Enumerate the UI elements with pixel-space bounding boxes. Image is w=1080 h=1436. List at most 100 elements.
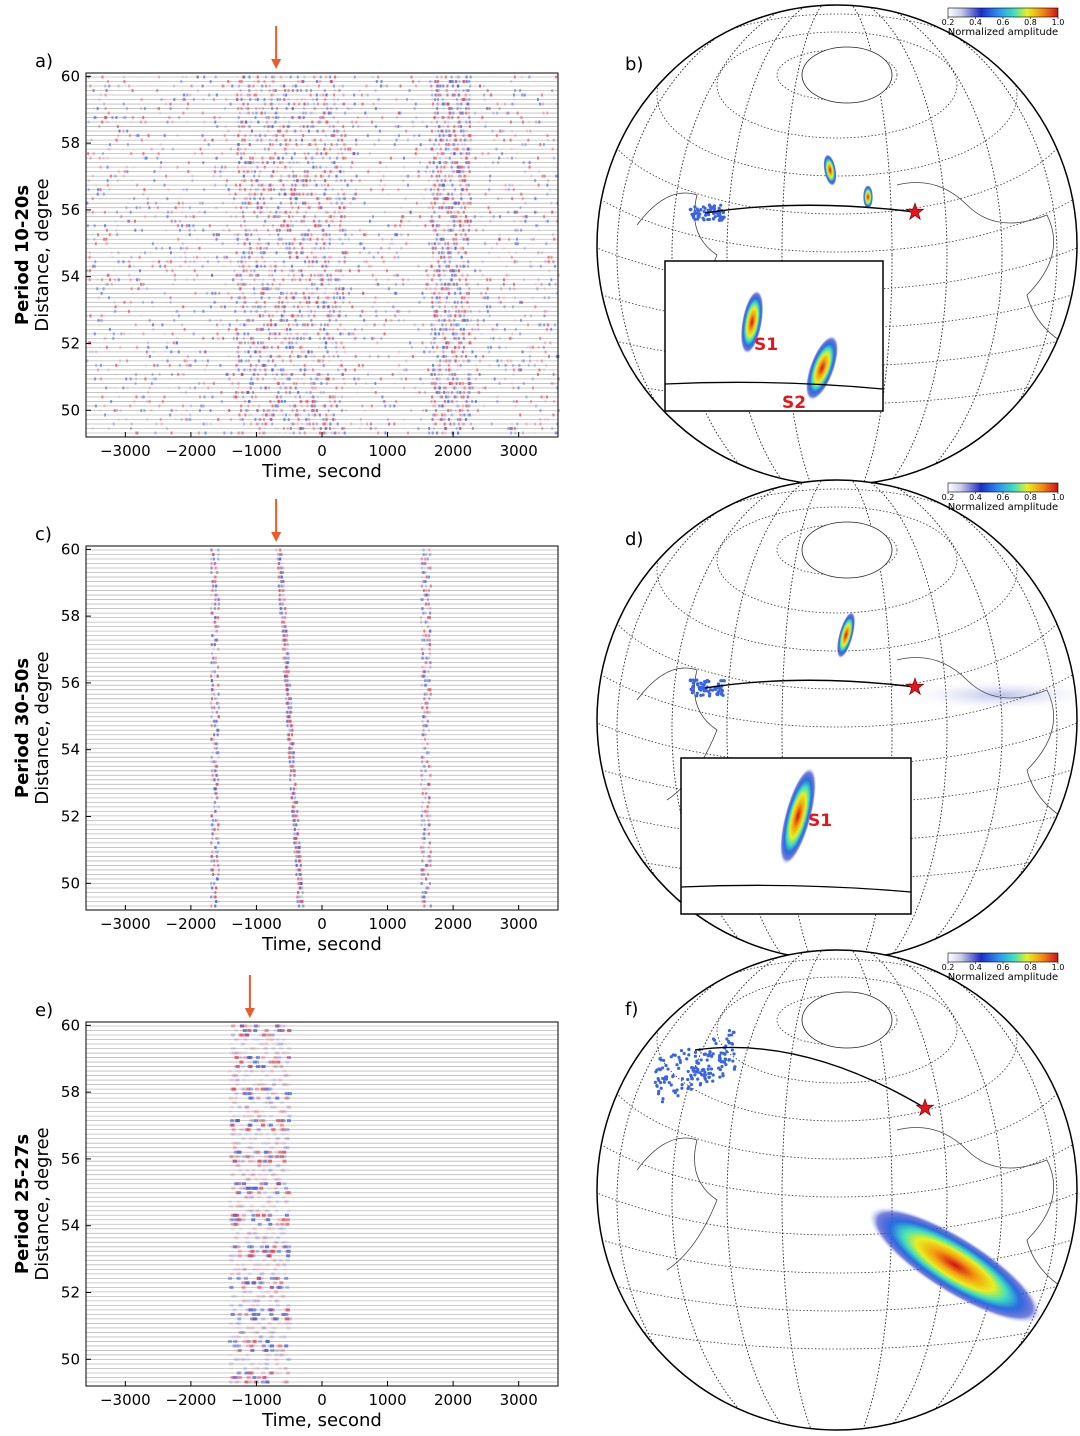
trace-texture — [332, 107, 334, 110]
trace-texture — [524, 247, 526, 250]
trace-texture — [446, 373, 448, 376]
trace-texture — [278, 391, 280, 394]
trace-texture — [545, 422, 547, 425]
trace-texture — [293, 112, 295, 115]
trace-texture — [450, 143, 452, 146]
trace-texture — [198, 432, 200, 435]
trace-texture — [470, 197, 472, 200]
trace-texture — [343, 296, 345, 299]
trace-texture — [252, 319, 254, 322]
trace-texture — [197, 89, 199, 92]
trace-texture — [301, 220, 303, 223]
trace-texture — [237, 260, 239, 263]
trace-texture — [328, 409, 330, 412]
trace-texture — [289, 139, 291, 142]
trace-texture — [316, 422, 318, 425]
trace-texture — [258, 175, 260, 178]
trace-texture — [430, 287, 432, 290]
trace-texture — [322, 418, 324, 421]
trace-texture — [324, 260, 326, 263]
trace-texture — [443, 188, 445, 191]
trace-texture — [289, 224, 291, 227]
trace-texture — [293, 382, 295, 385]
trace-texture — [309, 278, 311, 281]
trace-texture — [458, 229, 460, 232]
trace-texture — [318, 202, 320, 205]
trace-texture — [334, 143, 336, 146]
trace-texture — [432, 251, 434, 254]
trace-texture — [465, 80, 467, 83]
trace-texture — [462, 404, 464, 407]
trace-texture — [304, 202, 306, 205]
trace-texture — [240, 89, 242, 92]
trace-texture — [467, 409, 469, 412]
trace-texture — [240, 404, 242, 407]
trace-texture — [326, 121, 328, 124]
trace-texture — [101, 319, 103, 322]
trace-texture — [519, 413, 521, 416]
trace-texture — [476, 368, 478, 371]
trace-texture — [312, 368, 314, 371]
trace-texture — [347, 251, 349, 254]
trace-texture — [182, 305, 184, 308]
trace-texture — [199, 409, 201, 412]
trace-texture — [275, 287, 277, 290]
trace-texture — [260, 170, 262, 173]
trace-texture — [451, 269, 453, 272]
trace-texture — [290, 386, 292, 389]
trace-texture — [275, 139, 277, 142]
trace-texture — [352, 152, 354, 155]
trace-texture — [275, 427, 277, 430]
trace-texture — [463, 310, 465, 313]
trace-texture — [513, 103, 515, 106]
trace-texture — [303, 103, 305, 106]
trace-texture — [272, 224, 274, 227]
trace-texture — [431, 247, 433, 250]
trace-texture — [398, 319, 400, 322]
trace-texture — [372, 274, 374, 277]
trace-texture — [470, 76, 472, 79]
trace-texture — [202, 202, 204, 205]
trace-texture — [214, 170, 216, 173]
trace-texture — [142, 283, 144, 286]
x-tick-label: 2000 — [434, 442, 472, 460]
trace-texture — [261, 157, 263, 160]
trace-texture — [193, 98, 195, 101]
trace-texture — [496, 328, 498, 331]
trace-texture — [238, 125, 240, 128]
trace-texture — [455, 373, 457, 376]
trace-texture — [169, 116, 171, 119]
trace-texture — [464, 143, 466, 146]
trace-texture — [280, 265, 282, 268]
trace-texture — [513, 94, 515, 97]
trace-texture — [105, 386, 107, 389]
trace-texture — [197, 76, 199, 79]
trace-texture — [531, 98, 533, 101]
trace-texture — [341, 427, 343, 430]
trace-texture — [337, 368, 339, 371]
trace-texture — [113, 332, 115, 335]
trace-texture — [256, 310, 258, 313]
trace-texture — [174, 220, 176, 223]
trace-texture — [277, 166, 279, 169]
trace-texture — [339, 310, 341, 313]
trace-texture — [242, 202, 244, 205]
trace-texture — [271, 107, 273, 110]
trace-texture — [329, 337, 331, 340]
trace-texture — [269, 391, 271, 394]
trace-texture — [367, 170, 369, 173]
trace-texture — [453, 143, 455, 146]
trace-texture — [277, 567, 279, 570]
trace-texture — [193, 427, 195, 430]
trace-texture — [437, 130, 439, 133]
trace-texture — [431, 296, 433, 299]
trace-texture — [470, 139, 472, 142]
trace-texture — [106, 89, 108, 92]
trace-texture — [385, 166, 387, 169]
trace-texture — [458, 175, 460, 178]
trace-texture — [442, 193, 444, 196]
trace-texture — [277, 116, 279, 119]
trace-texture — [241, 278, 243, 281]
trace-texture — [298, 193, 300, 196]
trace-texture — [131, 287, 133, 290]
